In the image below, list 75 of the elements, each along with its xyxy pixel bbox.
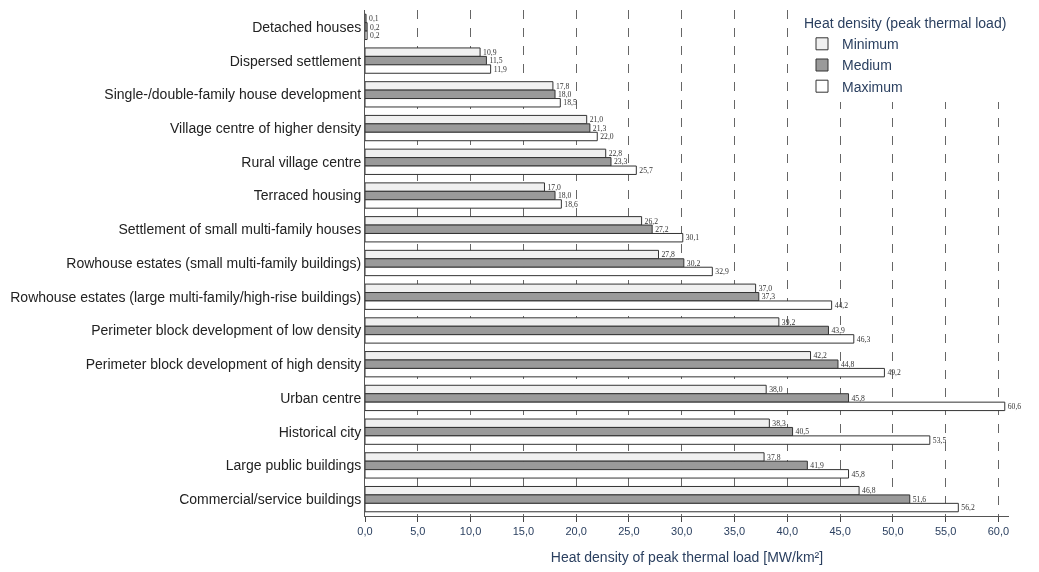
y-tick-label: Perimeter block development of low density: [91, 322, 362, 339]
data-label: 32,9: [715, 267, 729, 277]
data-label: 44,8: [840, 359, 855, 369]
x-tick-label: 45,0: [829, 525, 851, 538]
y-tick-label: Commercial/service buildings: [179, 491, 362, 508]
data-label: 0,2: [370, 22, 380, 32]
data-label: 30,2: [686, 258, 701, 268]
data-label: 37,3: [761, 292, 776, 302]
y-tick-label: Single-/double-family house development: [104, 86, 362, 103]
data-label: 30,1: [685, 233, 700, 243]
data-label: 18,0: [558, 90, 572, 100]
data-label: 44,2: [834, 300, 849, 310]
x-tick-label: 60,0: [987, 525, 1010, 538]
x-tick-label: 55,0: [934, 525, 957, 538]
data-label: 37,8: [767, 452, 781, 462]
x-tick-label: 30,0: [671, 525, 693, 538]
data-label: 56,2: [961, 503, 975, 513]
data-label: 46,8: [862, 486, 876, 496]
data-label: 51,6: [912, 494, 927, 504]
x-tick-label: 35,0: [723, 525, 746, 538]
y-tick-label: Rural village centre: [241, 153, 362, 170]
data-label: 53,5: [932, 435, 947, 445]
x-tick-label: 0,0: [357, 525, 373, 538]
y-tick-label: Dispersed settlement: [229, 52, 362, 69]
data-label: 27,8: [661, 250, 676, 260]
data-label: 40,5: [795, 427, 810, 437]
legend-label: Maximum: [842, 78, 903, 95]
data-label: 38,3: [772, 418, 786, 428]
data-label: 38,0: [769, 385, 783, 395]
data-label: 18,0: [558, 191, 572, 201]
data-label: 41,9: [810, 461, 824, 471]
x-tick-label: 20,0: [565, 525, 587, 538]
data-label: 10,9: [483, 47, 497, 57]
x-tick-label: 40,0: [776, 525, 799, 538]
x-tick-label: 5,0: [410, 525, 426, 538]
data-label: 43,9: [831, 326, 846, 336]
data-label: 17,0: [547, 182, 562, 192]
data-label: 18,6: [564, 199, 578, 209]
data-label: 21,0: [589, 115, 604, 125]
data-label: 45,8: [851, 469, 866, 479]
y-tick-label: Village centre of higher density: [170, 119, 362, 136]
data-label: 11,5: [489, 56, 503, 66]
x-tick-label: 10,0: [459, 525, 482, 538]
data-label: 46,3: [856, 334, 871, 344]
y-tick-label: Rowhouse estates (small multi-family buildings): [66, 254, 362, 271]
data-label: 27,2: [655, 224, 669, 234]
data-label: 22,0: [600, 132, 614, 142]
x-tick-label: 15,0: [512, 525, 535, 538]
data-label: 45,8: [851, 393, 866, 403]
data-label: 0,2: [370, 30, 380, 40]
y-tick-label: Rowhouse estates (large multi-family/high-rise buildings): [10, 288, 362, 305]
y-tick-label: Historical city: [278, 423, 362, 440]
legend-label: Medium: [842, 57, 892, 74]
data-label: 42,2: [813, 351, 828, 361]
data-label: 26,2: [644, 216, 659, 226]
y-tick-label: Terraced housing: [253, 187, 362, 204]
y-tick-label: Settlement of small multi-family houses: [118, 221, 362, 238]
x-tick-label: 25,0: [618, 525, 640, 538]
y-tick-label: Perimeter block development of high density: [85, 356, 362, 373]
legend-title: Heat density (peak thermal load): [804, 15, 1007, 32]
y-tick-label: Large public buildings: [225, 457, 362, 474]
data-label: 60,6: [1007, 402, 1022, 412]
x-tick-label: 50,0: [882, 525, 904, 538]
data-label: 25,7: [639, 165, 653, 175]
data-label: 0,1: [369, 14, 379, 24]
data-label: 11,9: [493, 64, 507, 74]
data-label: 17,8: [555, 81, 570, 91]
data-label: 37,0: [758, 283, 773, 293]
y-tick-label: Urban centre: [280, 389, 362, 406]
data-label: 21,3: [592, 123, 607, 133]
data-label: 23,3: [614, 157, 628, 167]
x-axis-title: Heat density of peak thermal load [MW/km²]: [550, 548, 824, 565]
y-tick-label: Detached houses: [252, 18, 362, 35]
legend-label: Minimum: [842, 36, 899, 53]
data-label: 22,8: [608, 149, 623, 159]
